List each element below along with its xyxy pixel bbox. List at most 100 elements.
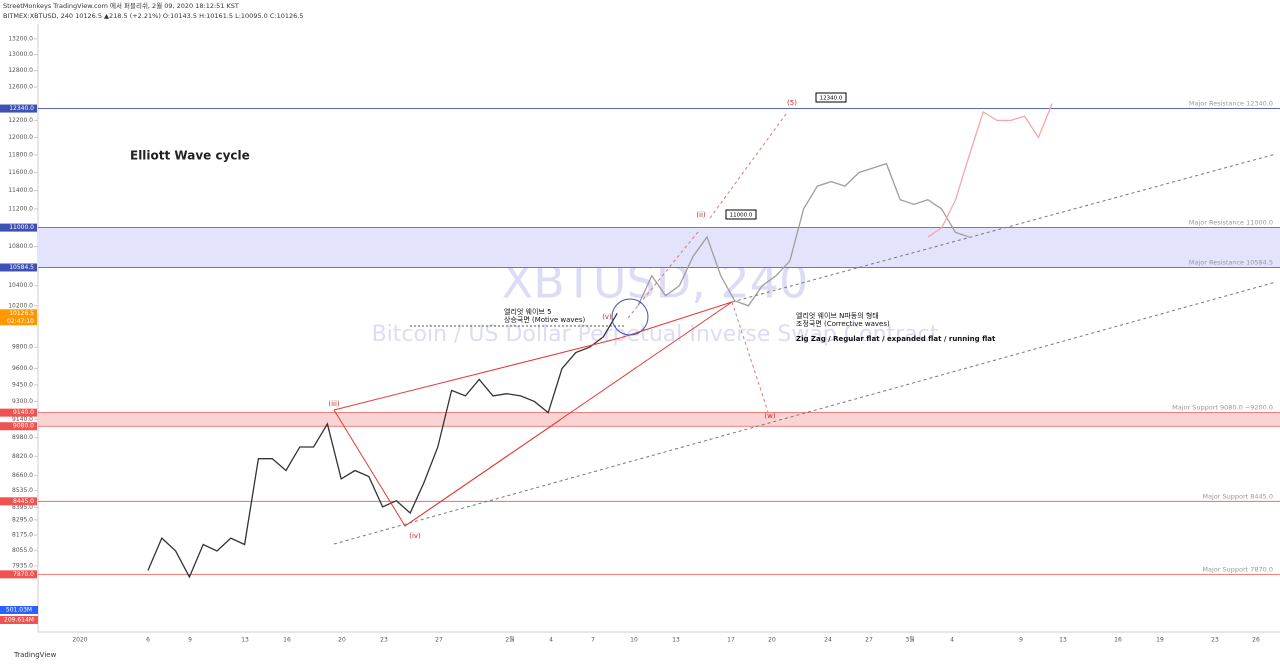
y-tick-label: 8395.0 bbox=[12, 504, 33, 511]
y-tick-label: 12800.0 bbox=[8, 67, 33, 74]
wave-label: (v) bbox=[602, 313, 612, 321]
y-tick-label: 8055.0 bbox=[12, 547, 33, 554]
x-tick-label: 13 bbox=[1059, 637, 1067, 644]
volume-label: 209.614M bbox=[4, 617, 34, 624]
level-label-box bbox=[0, 422, 37, 431]
proj-line bbox=[627, 231, 699, 319]
last-price-box bbox=[0, 309, 37, 326]
level-label-box bbox=[0, 408, 37, 417]
y-tick-label: 8660.0 bbox=[12, 472, 33, 479]
wave-label: (5) bbox=[787, 99, 797, 107]
y-tick-label: 10200.0 bbox=[8, 302, 33, 309]
proj-line bbox=[709, 113, 787, 219]
y-tick-label: 13200.0 bbox=[8, 35, 33, 42]
x-tick-label: 27 bbox=[865, 637, 873, 644]
x-tick-label: 24 bbox=[824, 637, 832, 644]
trend-line bbox=[333, 281, 1277, 545]
x-tick-label: 20 bbox=[338, 637, 346, 644]
level-label: 7870.0 bbox=[13, 571, 34, 578]
level-label: 12340.0 bbox=[9, 105, 34, 112]
level-note: Major Resistance 11000.0 bbox=[1189, 219, 1273, 227]
x-tick-label: 3월 bbox=[905, 636, 914, 644]
wave-label: (iii) bbox=[328, 400, 340, 408]
proj-line bbox=[731, 301, 769, 413]
wave-label: (ii) bbox=[696, 211, 706, 219]
x-tick-label: 17 bbox=[727, 637, 735, 644]
y-tick-label: 8820.0 bbox=[12, 453, 33, 460]
y-tick-label: 12600.0 bbox=[8, 83, 33, 90]
note: 엘리엇 웨이브 N파동의 형태 bbox=[796, 311, 879, 320]
x-tick-label: 26 bbox=[1252, 637, 1260, 644]
y-tick-label: 8980.0 bbox=[12, 434, 33, 441]
x-tick-label: 13 bbox=[241, 637, 249, 644]
level-label-box bbox=[0, 497, 37, 506]
publisher: StreetMonkeys TradingView.com 에서 퍼블리쉬, 2… bbox=[3, 1, 239, 10]
x-tick-label: 16 bbox=[283, 637, 291, 644]
level-note: Major Support 9080.0 ~9200.0 bbox=[1172, 404, 1273, 412]
y-tick-label: 12200.0 bbox=[8, 117, 33, 124]
y-tick-label: 9140.0 bbox=[12, 416, 33, 423]
level-label-box bbox=[0, 570, 37, 579]
price-line bbox=[637, 162, 970, 307]
x-tick-label: 4 bbox=[950, 637, 954, 644]
level-note: Major Support 7870.0 bbox=[1202, 565, 1273, 573]
volume-label-box bbox=[0, 606, 38, 614]
level-note: Major Resistance 10584.5 bbox=[1189, 258, 1273, 266]
x-tick-label: 9 bbox=[1019, 637, 1023, 644]
note: Zig Zag / Regular flat / expanded flat /… bbox=[796, 335, 996, 343]
x-tick-label: 10 bbox=[630, 637, 638, 644]
chart-title: Elliott Wave cycle bbox=[130, 149, 250, 163]
level-label-box bbox=[0, 104, 37, 113]
y-tick-label: 13000.0 bbox=[8, 51, 33, 58]
volume-label: 501.03M bbox=[6, 607, 32, 614]
marks bbox=[38, 103, 1280, 579]
x-tick-label: 6 bbox=[146, 637, 150, 644]
last-price: 10126.5 bbox=[9, 310, 34, 317]
y-tick-label: 9600.0 bbox=[12, 365, 33, 372]
level-label: 9140.0 bbox=[13, 409, 34, 416]
x-tick-label: 19 bbox=[1156, 637, 1164, 644]
note: 엘리엇 웨이브 5 bbox=[504, 307, 552, 316]
y-tick-label: 9300.0 bbox=[12, 398, 33, 405]
x-tick-label: 13 bbox=[672, 637, 680, 644]
highlight-circle bbox=[611, 298, 649, 336]
x-tick-label: 27 bbox=[435, 637, 443, 644]
price-line bbox=[147, 312, 618, 579]
trend-line bbox=[731, 153, 1277, 303]
callout: 11000.0 bbox=[730, 213, 753, 219]
level-note: Major Resistance 12340.0 bbox=[1189, 100, 1273, 108]
wave-label: (iv) bbox=[409, 532, 421, 540]
brand: TradingView bbox=[13, 651, 57, 659]
y-tick-label: 11600.0 bbox=[8, 169, 33, 176]
y-tick-label: 10800.0 bbox=[8, 243, 33, 250]
level-note: Major Support 8445.0 bbox=[1202, 492, 1273, 500]
x-tick-label: 23 bbox=[380, 637, 388, 644]
x-tick-label: 2020 bbox=[72, 637, 87, 644]
x-tick-label: 16 bbox=[1114, 637, 1122, 644]
y-tick-label: 8175.0 bbox=[12, 531, 33, 538]
y-tick-label: 11400.0 bbox=[8, 187, 33, 194]
symbol-info: BITMEX:XBTUSD, 240 10126.5 ▲218.5 (+2.21… bbox=[3, 12, 303, 20]
y-tick-label: 7935.0 bbox=[12, 562, 33, 569]
y-tick-label: 10400.0 bbox=[8, 282, 33, 289]
volume-label-box bbox=[0, 616, 38, 624]
level-label: 8445.0 bbox=[13, 498, 34, 505]
callout-box bbox=[815, 92, 847, 103]
price-line bbox=[927, 103, 1053, 238]
x-tick-label: 23 bbox=[1211, 637, 1219, 644]
x-tick-label: 2월 bbox=[505, 636, 514, 644]
countdown: 02:47:10 bbox=[7, 318, 34, 325]
wave-label: (w) bbox=[764, 412, 775, 420]
support-band bbox=[38, 412, 1280, 427]
level-label: 9080.0 bbox=[13, 423, 34, 430]
x-tick-label: 4 bbox=[549, 637, 553, 644]
level-label: 10584.5 bbox=[9, 264, 34, 271]
level-label-box bbox=[0, 263, 37, 272]
y-tick-label: 9450.0 bbox=[12, 381, 33, 388]
x-tick-label: 20 bbox=[768, 637, 776, 644]
callout-box bbox=[725, 209, 757, 220]
resistance-band bbox=[38, 227, 1280, 268]
y-tick-label: 11800.0 bbox=[8, 151, 33, 158]
